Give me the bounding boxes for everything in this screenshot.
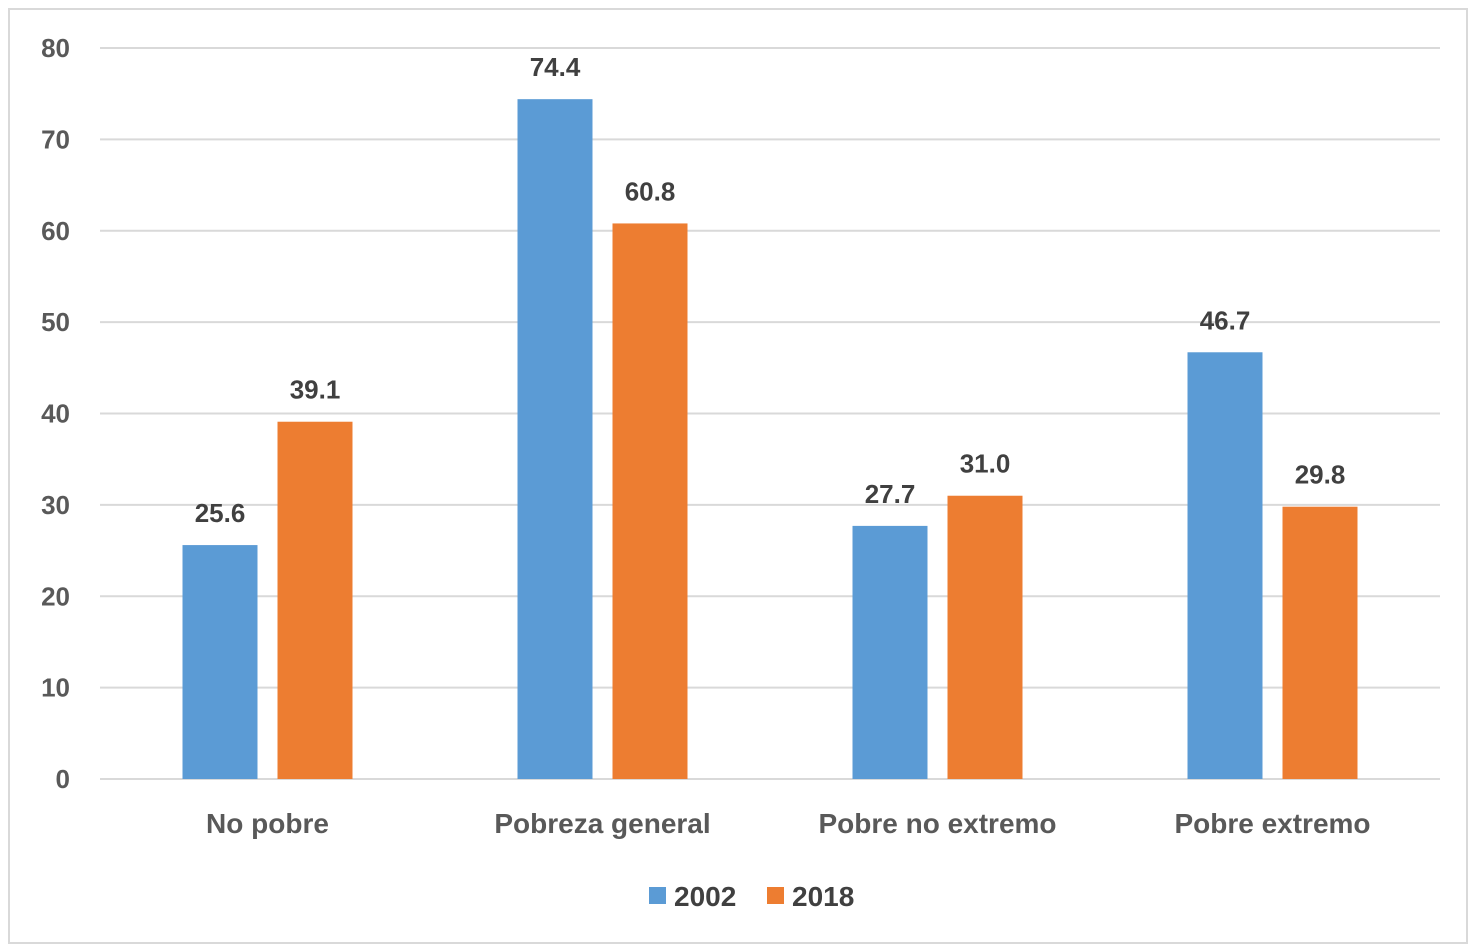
- bar-2018[interactable]: [1282, 506, 1358, 779]
- y-tick-label: 80: [41, 33, 70, 63]
- data-label: 29.8: [1295, 460, 1346, 490]
- bar-2002[interactable]: [852, 525, 928, 779]
- data-label: 39.1: [290, 375, 341, 405]
- data-label: 25.6: [195, 498, 246, 528]
- x-category-label: Pobre extremo: [1174, 808, 1370, 839]
- bar-2018[interactable]: [277, 421, 353, 779]
- bar-2002[interactable]: [1187, 352, 1263, 779]
- y-tick-label: 30: [41, 490, 70, 520]
- legend-swatch-2002: [649, 887, 666, 904]
- y-tick-label: 20: [41, 581, 70, 611]
- data-label: 60.8: [625, 176, 676, 206]
- y-tick-label: 10: [41, 673, 70, 703]
- x-category-label: No pobre: [206, 808, 329, 839]
- y-tick-label: 40: [41, 399, 70, 429]
- bar-2018[interactable]: [612, 223, 688, 779]
- y-tick-label: 60: [41, 216, 70, 246]
- data-label: 27.7: [865, 479, 916, 509]
- legend-label: 2018: [792, 881, 854, 912]
- legend-swatch-2018: [767, 887, 784, 904]
- y-tick-label: 70: [41, 124, 70, 154]
- x-category-label: Pobreza general: [494, 808, 710, 839]
- data-label: 46.7: [1200, 305, 1251, 335]
- data-label: 31.0: [960, 449, 1011, 479]
- bar-2002[interactable]: [182, 545, 258, 779]
- bar-2002[interactable]: [517, 99, 593, 780]
- legend-label: 2002: [674, 881, 736, 912]
- data-label: 74.4: [530, 52, 581, 82]
- y-tick-label: 50: [41, 307, 70, 337]
- bar-2018[interactable]: [947, 495, 1023, 779]
- x-category-label: Pobre no extremo: [818, 808, 1056, 839]
- y-tick-label: 0: [56, 764, 70, 794]
